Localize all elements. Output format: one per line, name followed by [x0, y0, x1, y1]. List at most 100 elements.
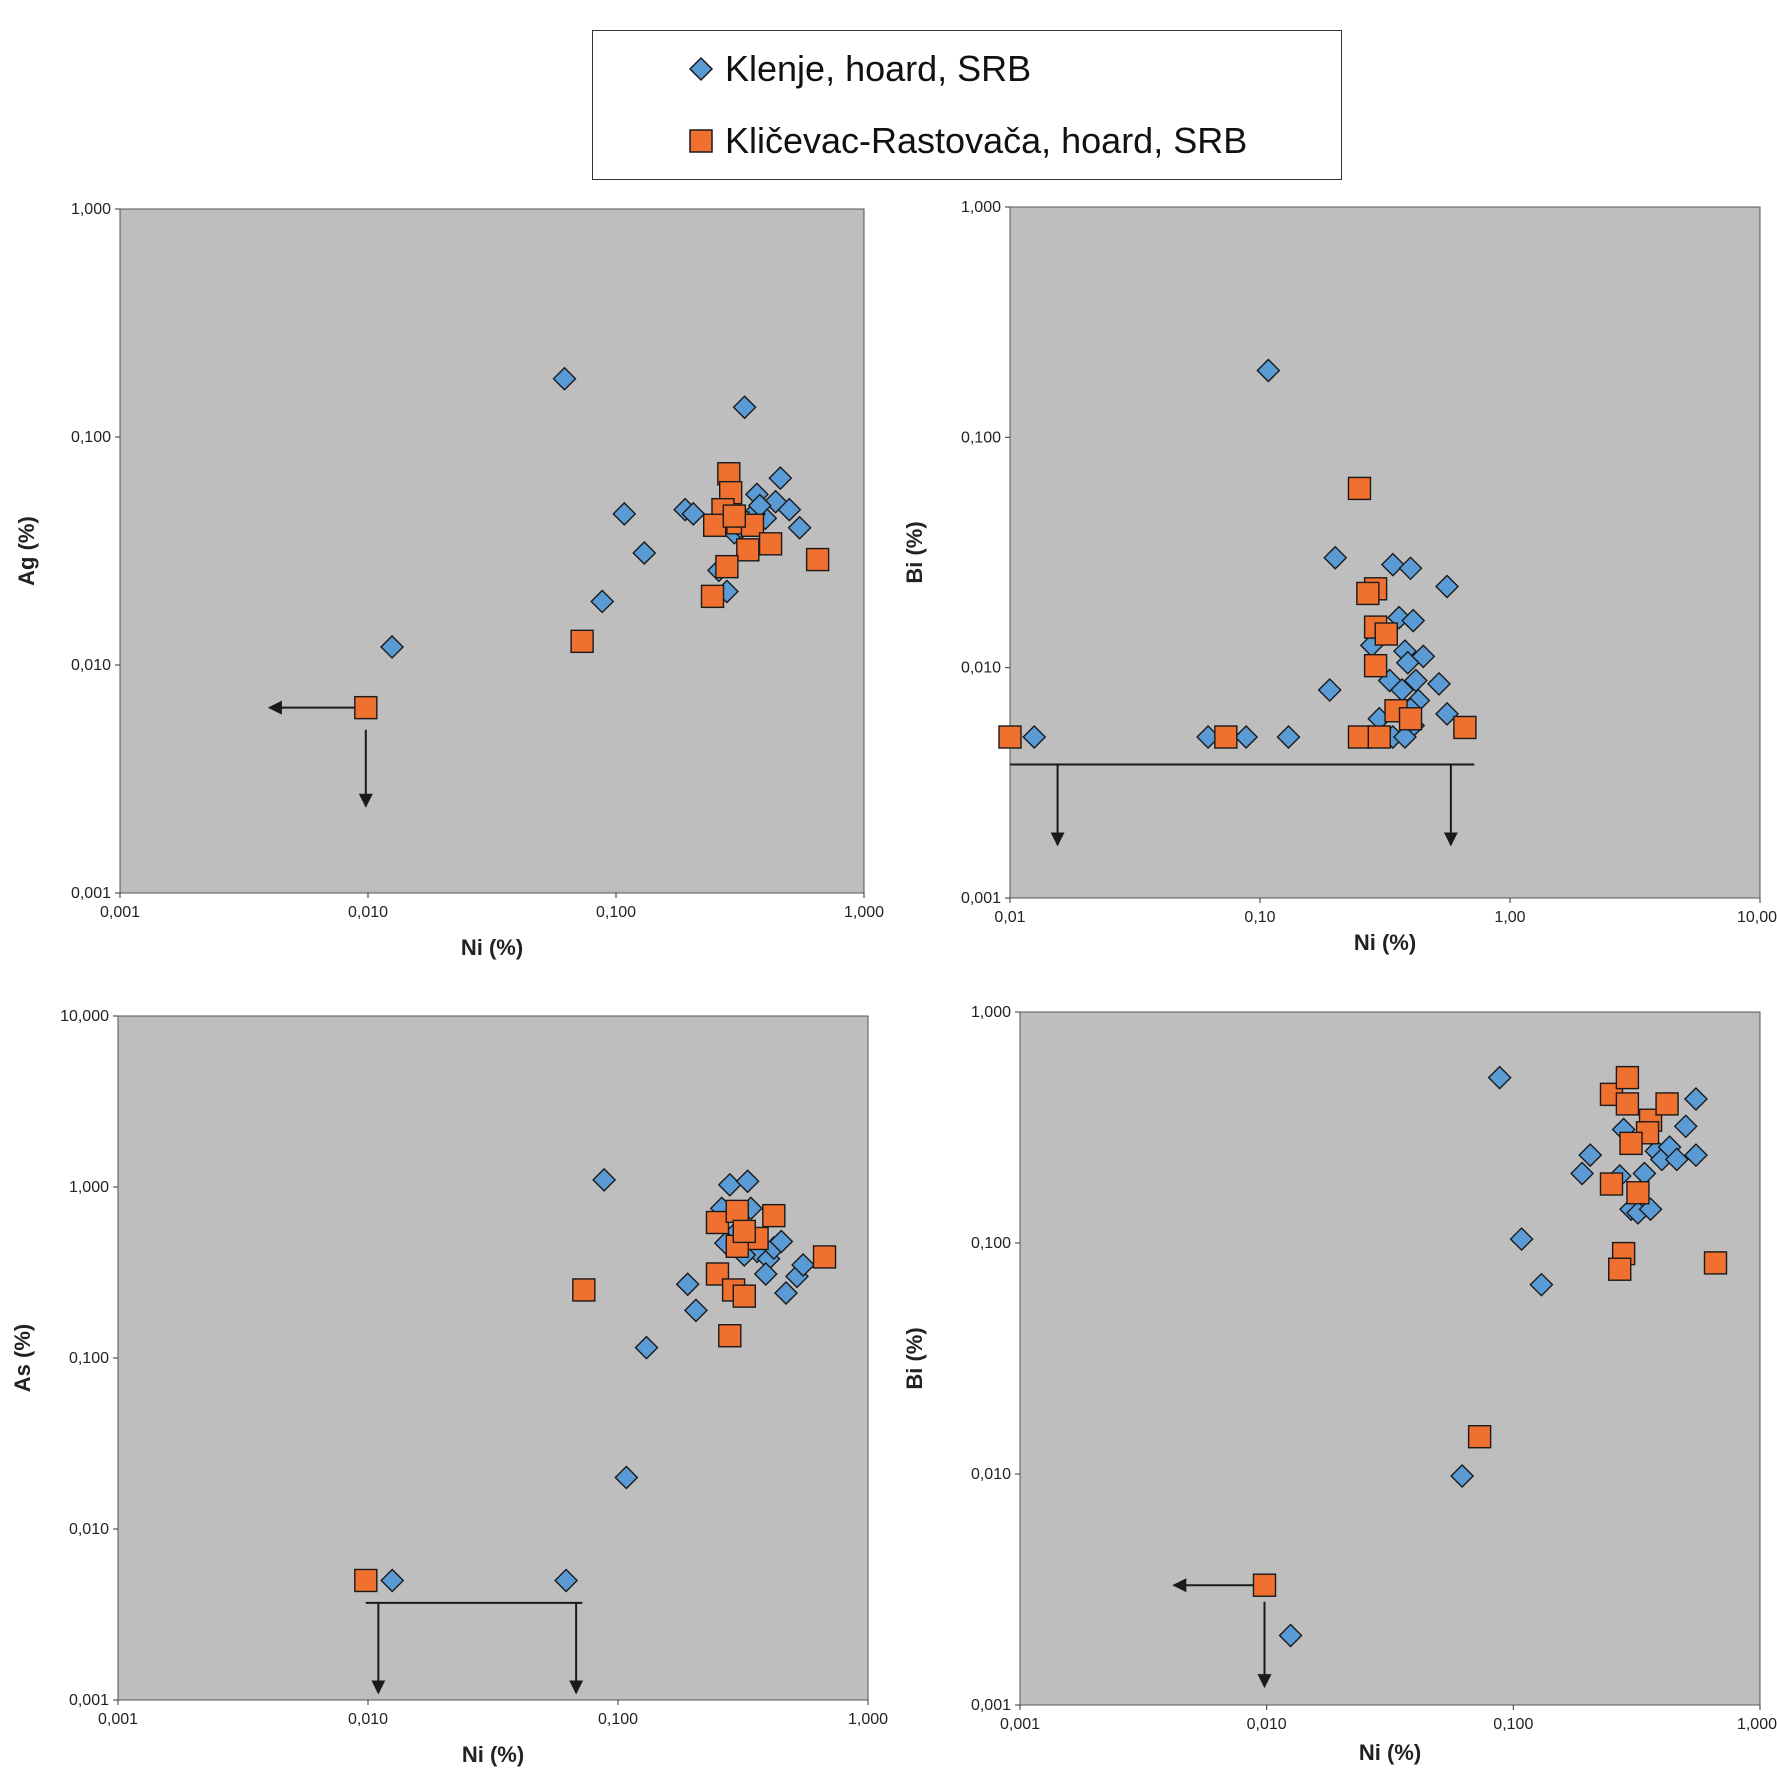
data-point-klenje: [1234, 725, 1259, 749]
y-tick-label: 0,010: [69, 1521, 109, 1538]
y-tick-label: 0,010: [71, 657, 111, 674]
data-point-klicevac: [1252, 1573, 1277, 1597]
data-point-klicevac: [1363, 653, 1388, 678]
y-tick-label: 0,001: [961, 890, 1001, 907]
data-point-klicevac: [732, 1219, 756, 1244]
data-point-klicevac: [1367, 725, 1391, 749]
y-axis-label: Bi (%): [902, 1327, 927, 1389]
data-point-klenje: [1398, 556, 1423, 581]
data-point-klenje: [592, 1167, 617, 1192]
data-point-klicevac: [1626, 1181, 1650, 1205]
data-point-klenje: [683, 1298, 708, 1323]
y-tick-label: 0,100: [71, 429, 111, 446]
x-tick-label: 0,010: [348, 1711, 388, 1728]
data-point-klenje: [777, 497, 802, 522]
diamond-marker-icon: [688, 56, 714, 82]
data-point-klicevac: [1356, 581, 1380, 606]
data-point-klenje: [1401, 608, 1426, 633]
data-point-klenje: [552, 366, 577, 391]
plot-3: 0,001 0,010 0,100 1,000 10,000 0,001 0,010 0,10…: [10, 1008, 888, 1767]
x-axis-label: Ni (%): [1359, 1740, 1421, 1765]
data-point-klenje: [681, 501, 706, 526]
data-point-klicevac: [762, 1203, 786, 1228]
plot-1: 0,001 0,010 0,100 1,000 0,001 0,010 0,100 1,000…: [14, 201, 884, 960]
y-tick-label: 0,001: [971, 1697, 1011, 1714]
y-axis-label: Bi (%): [902, 521, 927, 583]
data-point-klicevac: [570, 629, 594, 654]
y-tick-label: 1,000: [971, 1004, 1011, 1021]
x-axis-label: Ni (%): [1354, 930, 1416, 955]
data-point-klenje: [554, 1568, 579, 1593]
data-point-klenje: [768, 466, 793, 491]
x-tick-label: 0,001: [1000, 1716, 1040, 1733]
data-point-klenje: [787, 515, 812, 540]
y-tick-label: 1,000: [71, 201, 111, 218]
x-tick-label: 0,010: [348, 904, 388, 921]
y-tick-label: 0,001: [69, 1692, 109, 1709]
legend-label-klicevac: Kličevac-Rastovača, hoard, SRB: [725, 120, 1248, 161]
data-point-klicevac: [702, 513, 727, 537]
data-point-klicevac: [722, 504, 747, 528]
y-tick-label: 1,000: [69, 1179, 109, 1196]
x-tick-label: 0,100: [598, 1711, 638, 1728]
data-point-klicevac: [1619, 1131, 1643, 1156]
data-point-klicevac: [1374, 622, 1398, 646]
data-point-klenje: [1392, 725, 1417, 749]
data-point-klicevac: [354, 1568, 378, 1593]
x-tick-label: 0,001: [98, 1711, 138, 1728]
data-point-klenje: [735, 1169, 760, 1194]
data-point-klenje: [753, 1261, 778, 1286]
data-point-klenje: [769, 1229, 794, 1254]
legend-label-klenje: Klenje, hoard, SRB: [725, 48, 1032, 89]
data-point-klicevac: [1347, 725, 1372, 749]
data-point-klenje: [1435, 701, 1460, 726]
data-point-klicevac: [1608, 1257, 1632, 1281]
data-point-klenje: [1276, 725, 1301, 749]
data-point-klenje: [634, 1335, 659, 1360]
data-point-klenje: [1509, 1227, 1534, 1252]
data-point-klicevac: [1703, 1251, 1728, 1275]
data-point-klicevac: [1347, 476, 1372, 501]
data-point-klenje: [791, 1252, 816, 1277]
data-point-klicevac: [1615, 1065, 1640, 1090]
data-point-klenje: [1578, 1143, 1603, 1168]
x-tick-label: 0,100: [596, 904, 636, 921]
y-tick-label: 0,001: [71, 885, 111, 902]
data-point-klenje: [774, 1280, 799, 1305]
data-point-klicevac: [812, 1245, 837, 1269]
data-point-klicevac: [700, 584, 725, 609]
plot-4: 0,001 0,010 0,100 1,000 0,001 0,010 0,100 1,000…: [902, 1004, 1777, 1765]
y-tick-label: 1,000: [961, 199, 1001, 216]
y-tick-label: 0,100: [69, 1350, 109, 1367]
data-point-klenje: [590, 589, 615, 614]
data-point-klicevac: [732, 1284, 756, 1308]
data-point-klenje: [1427, 671, 1451, 696]
data-point-klicevac: [725, 1199, 749, 1224]
data-point-klenje: [1022, 725, 1047, 749]
data-point-klenje: [614, 1465, 639, 1490]
data-point-klenje: [380, 634, 405, 659]
data-point-klenje: [1664, 1147, 1689, 1172]
data-point-klicevac: [354, 695, 378, 720]
plot-area: [117, 1015, 869, 1701]
x-tick-label: 10,00: [1737, 909, 1777, 926]
plot-area: [1009, 206, 1761, 899]
data-point-klicevac: [705, 1210, 730, 1235]
data-point-klicevac: [1398, 707, 1423, 731]
data-point-klenje: [1278, 1623, 1303, 1648]
data-point-klenje: [1317, 677, 1342, 702]
x-tick-label: 1,000: [844, 904, 884, 921]
data-point-klenje: [1380, 552, 1405, 577]
data-point-klenje: [1683, 1143, 1708, 1168]
legend-item-klicevac: Kličevac-Rastovača, hoard, SRB: [681, 116, 1247, 166]
x-axis-label: Ni (%): [462, 1742, 524, 1767]
y-axis-label: As (%): [10, 1324, 35, 1392]
legend-item-klenje: Klenje, hoard, SRB: [681, 44, 1031, 94]
x-tick-label: 0,100: [1493, 1716, 1533, 1733]
data-point-klenje: [1570, 1161, 1595, 1186]
y-tick-label: 0,100: [971, 1235, 1011, 1252]
data-point-klicevac: [1615, 1092, 1640, 1116]
data-point-klenje: [1487, 1065, 1512, 1090]
data-point-klicevac: [998, 725, 1022, 749]
data-point-klenje: [1673, 1114, 1698, 1139]
